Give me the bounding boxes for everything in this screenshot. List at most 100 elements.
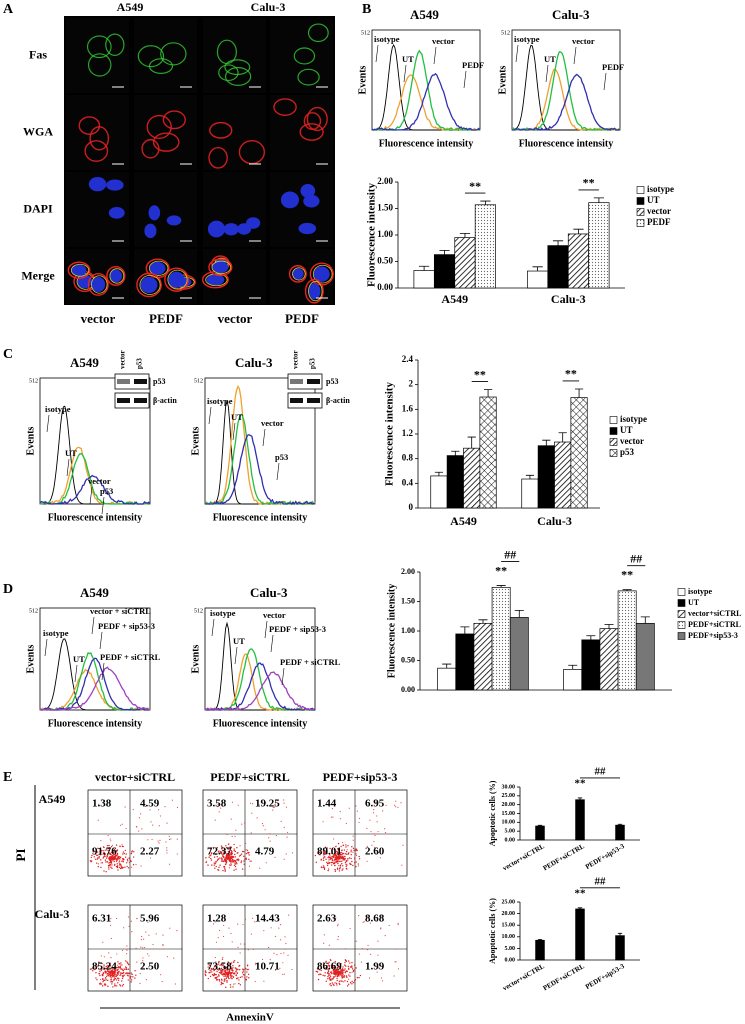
event-dot	[239, 952, 241, 954]
x-tick-label: A549	[450, 514, 477, 528]
blot-band	[290, 398, 303, 403]
event-dot	[97, 865, 100, 868]
event-dot	[248, 865, 251, 867]
histogram-y-max: 512	[29, 608, 38, 614]
event-dot	[212, 847, 215, 849]
event-dot	[224, 978, 226, 981]
bar	[430, 475, 448, 509]
event-dot	[345, 846, 347, 848]
event-dot	[344, 968, 346, 970]
event-dot	[230, 962, 233, 964]
curve-pointer	[276, 462, 280, 481]
event-dot	[376, 815, 378, 817]
event-dot	[108, 952, 110, 954]
event-dot	[168, 838, 171, 840]
event-dot	[397, 922, 399, 924]
event-dot	[261, 823, 264, 825]
event-dot	[339, 967, 342, 969]
event-dot	[106, 973, 108, 975]
event-dot	[215, 976, 218, 979]
event-dot	[341, 974, 343, 977]
curve-pointer	[66, 458, 70, 477]
event-dot	[291, 968, 293, 971]
event-dot	[334, 961, 337, 963]
significance-mark: **	[469, 179, 481, 193]
event-dot	[127, 968, 130, 970]
event-dot	[326, 847, 328, 849]
event-dot	[204, 970, 207, 972]
cell	[308, 281, 323, 302]
event-dot	[226, 981, 228, 983]
event-dot	[120, 962, 122, 964]
event-dot	[327, 977, 329, 980]
event-dot	[236, 972, 238, 974]
y-tick-label: 1.50	[401, 596, 415, 605]
event-dot	[351, 860, 353, 863]
bar	[446, 455, 464, 509]
event-dot	[325, 960, 327, 963]
event-dot	[116, 953, 118, 955]
error-bar	[537, 824, 543, 827]
curve-label: UT	[73, 654, 85, 664]
event-dot	[329, 974, 331, 976]
event-dot	[240, 861, 242, 864]
event-dot	[228, 977, 230, 980]
event-dot	[110, 979, 112, 981]
event-dot	[238, 979, 240, 981]
event-dot	[117, 858, 119, 860]
event-dot	[100, 840, 102, 842]
bar	[491, 586, 511, 691]
quadrant-value: 5.96	[140, 913, 160, 925]
event-dot	[216, 964, 218, 966]
event-dot	[235, 829, 237, 831]
legend-swatch	[677, 621, 686, 629]
nucleus	[148, 205, 161, 221]
event-dot	[119, 985, 122, 987]
event-dot	[216, 976, 219, 978]
event-dot	[314, 854, 317, 857]
bar	[575, 799, 585, 841]
event-dot	[374, 834, 376, 837]
event-dot	[326, 864, 329, 867]
event-dot	[243, 822, 246, 824]
event-dot	[236, 977, 238, 980]
event-dot	[366, 827, 368, 829]
flow-column-label: PEDF+sip53-3	[323, 770, 398, 784]
event-dot	[357, 865, 360, 867]
event-dot	[351, 980, 353, 983]
event-dot	[358, 976, 360, 979]
event-dot	[234, 850, 237, 853]
micrograph-frame	[270, 18, 333, 93]
cell	[87, 53, 112, 77]
event-dot	[100, 851, 102, 853]
event-dot	[225, 861, 228, 864]
event-dot	[148, 934, 150, 936]
error-bar	[467, 436, 476, 449]
event-dot	[348, 857, 351, 859]
cell	[167, 269, 188, 290]
event-dot	[336, 979, 338, 982]
micrograph-frame	[66, 95, 129, 170]
event-dot	[397, 968, 400, 970]
y-axis-label: Fluorescence intensity	[366, 183, 378, 287]
event-dot	[109, 838, 111, 840]
event-dot	[329, 847, 331, 850]
event-dot	[250, 832, 252, 834]
event-dot	[103, 855, 106, 857]
flow-plot	[202, 904, 298, 992]
event-dot	[214, 966, 216, 968]
event-dot	[344, 861, 347, 864]
quadrant-value: 89.01	[317, 846, 342, 858]
event-dot	[246, 849, 249, 852]
event-dot	[341, 969, 343, 971]
event-dot	[123, 968, 126, 970]
event-dot	[117, 968, 119, 970]
event-dot	[126, 949, 128, 951]
event-dot	[157, 840, 159, 842]
event-dot	[104, 983, 106, 985]
event-dot	[110, 857, 112, 860]
event-dot	[170, 838, 172, 840]
event-dot	[385, 804, 387, 806]
event-dot	[336, 975, 339, 978]
quadrant-value: 3.58	[207, 798, 227, 810]
